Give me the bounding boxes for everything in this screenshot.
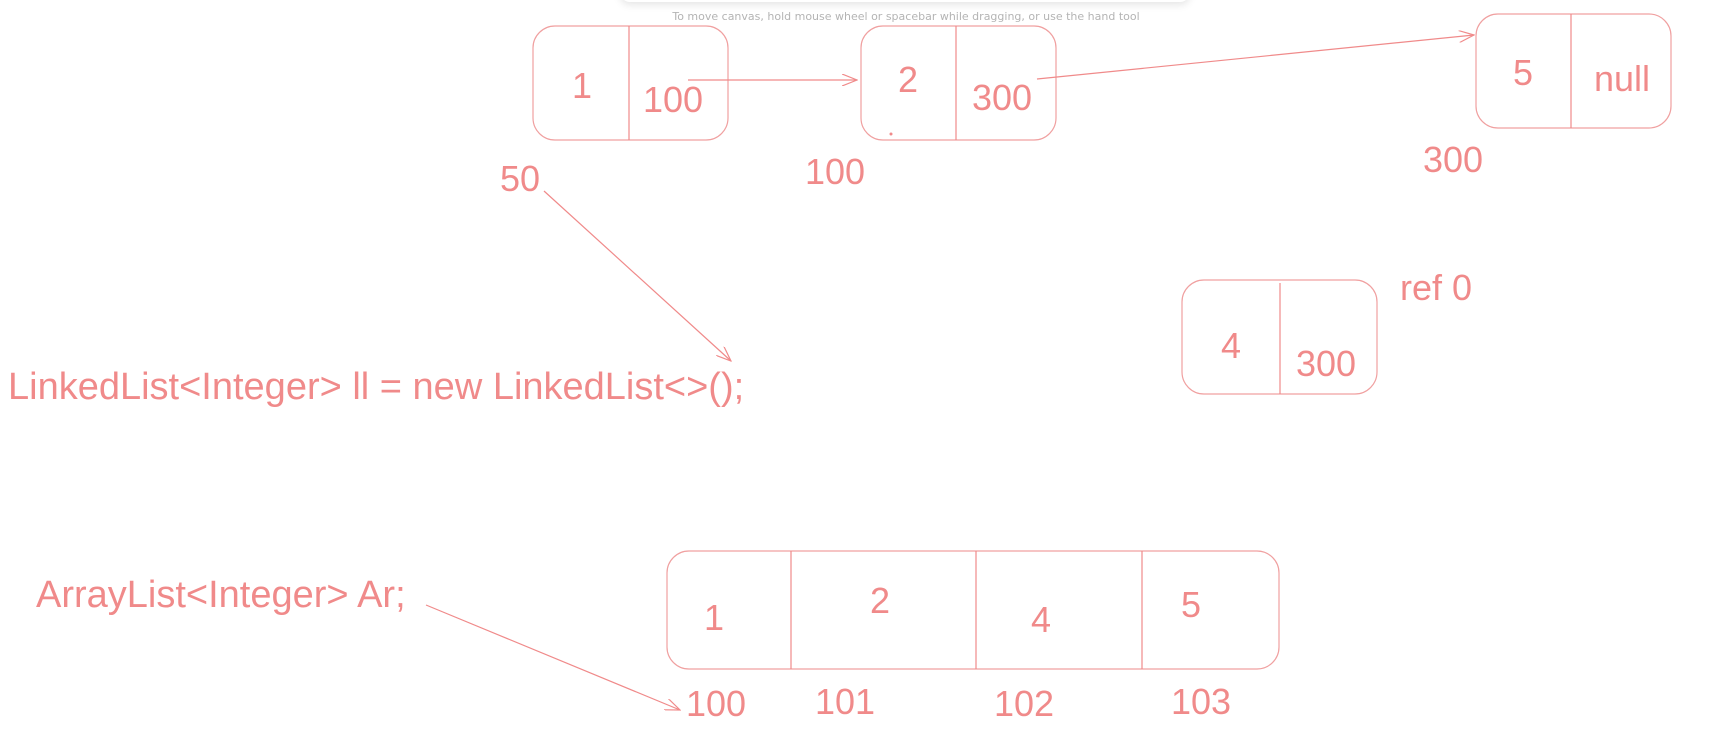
linked-list-node-4[interactable]: 4 300 xyxy=(1181,279,1378,395)
array-list-declaration: ArrayList<Integer> Ar; xyxy=(36,574,406,616)
node-1-value: 1 xyxy=(572,65,592,106)
array-box xyxy=(666,550,1280,670)
node-2-address: 100 xyxy=(805,151,865,192)
linked-list-declaration: LinkedList<Integer> ll = new LinkedList<… xyxy=(8,366,744,408)
linked-list-node-1[interactable]: 1 100 xyxy=(532,25,729,141)
array-list-block[interactable]: 1 2 4 5 xyxy=(666,550,1280,670)
node-5-address: 300 xyxy=(1423,139,1483,180)
array-cell-3-address: 102 xyxy=(994,683,1054,724)
array-cell-3-value: 4 xyxy=(1031,599,1051,640)
node-4-next: 300 xyxy=(1296,343,1356,384)
node-5-next: null xyxy=(1594,58,1650,99)
array-cell-2-value: 2 xyxy=(870,580,890,621)
linked-list-node-5[interactable]: 5 null xyxy=(1475,13,1672,129)
arrow-head-pointer xyxy=(543,190,731,361)
node-5-value: 5 xyxy=(1513,52,1533,93)
canvas-hint: To move canvas, hold mouse wheel or spac… xyxy=(672,10,1140,23)
arrow-array-pointer xyxy=(425,604,680,710)
array-cell-1-value: 1 xyxy=(704,597,724,638)
array-cell-4-value: 5 xyxy=(1181,584,1201,625)
node-1-box xyxy=(532,25,729,141)
node-1-address: 50 xyxy=(500,158,540,199)
node-4-address: ref 0 xyxy=(1400,267,1472,308)
node-2-value: 2 xyxy=(898,59,918,100)
node-5-box xyxy=(1475,13,1672,129)
arrow-node2-to-node5 xyxy=(1036,35,1474,80)
array-cell-1-address: 100 xyxy=(686,683,746,724)
linked-list-node-2[interactable]: 2 300 xyxy=(860,25,1057,141)
node-2-next: 300 xyxy=(972,77,1032,118)
toolbar-edge xyxy=(620,0,1190,2)
node-4-value: 4 xyxy=(1221,325,1241,366)
array-cell-2-address: 101 xyxy=(815,681,875,722)
array-cell-4-address: 103 xyxy=(1171,681,1231,722)
node-2-box xyxy=(860,25,1057,141)
node-1-next: 100 xyxy=(643,79,703,120)
stray-dot xyxy=(889,132,893,136)
